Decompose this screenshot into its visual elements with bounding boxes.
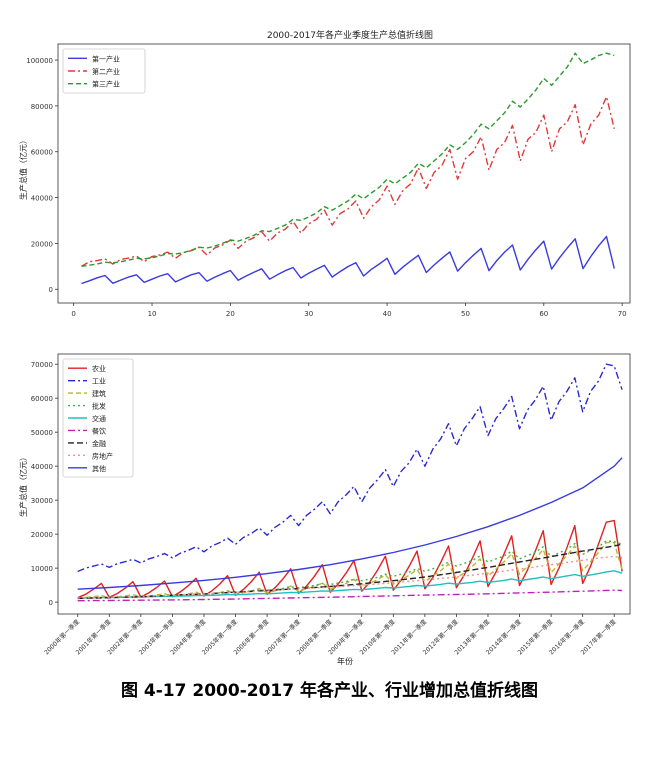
legend-label: 第三产业 [92,80,120,89]
x-tick-label: 60 [539,310,548,318]
x-tick-label: 50 [461,310,470,318]
y-tick-label: 70000 [31,361,53,369]
legend-label: 餐饮 [92,426,106,435]
legend-label: 建筑 [92,389,106,398]
x-axis-label: 年份 [337,656,353,666]
x-tick-label: 20 [226,310,235,318]
y-axis-label: 生产总值（亿元） [18,136,28,200]
legend-label: 第二产业 [92,67,120,76]
plot-frame [57,43,631,304]
series-line [77,457,623,590]
figure-caption: 图 4-17 2000-2017 年各产业、行业增加总值折线图 [121,681,538,701]
y-tick-label: 0 [49,286,53,294]
series-line [77,570,623,599]
chart-title: 2000-2017年各产业季度生产总值折线图 [267,29,433,41]
x-tick-label: 0 [71,310,75,318]
legend-label: 房地产 [92,451,113,460]
y-tick-label: 50000 [31,429,53,437]
plot-area: 0 20000 40000 60000 80000 100000 0 10 20 30 40 50 60… [26,43,631,318]
y-tick-label: 40000 [31,195,53,203]
y-tick-label: 20000 [31,531,53,539]
legend-label: 金融 [92,439,106,448]
y-tick-label: 60000 [31,395,53,403]
y-tick-label: 10000 [31,565,53,573]
legend-box [62,48,146,94]
series-line [77,589,623,602]
y-tick-label: 30000 [31,497,53,505]
y-tick-label: 20000 [31,240,53,248]
x-tick-label: 70 [618,310,627,318]
chart-figure: 2000-2017年各产业季度生产总值折线图 生产总值（亿元） 生产总值（亿元）… [18,29,631,666]
series-line [81,52,615,267]
series-line [81,235,615,285]
plot-area: 0100002000030000400005000060000700002000… [31,353,631,656]
legend-label: 农业 [92,364,106,373]
legend-label: 第一产业 [92,54,120,63]
plot-frame [57,353,631,615]
series-line [81,96,615,267]
x-tick-label: 40 [383,310,392,318]
legend-label: 工业 [92,377,106,386]
y-tick-label: 100000 [26,57,53,65]
y-axis-label: 生产总值（亿元） [18,453,28,517]
legend-label: 其他 [92,464,106,473]
legend-label: 交通 [92,414,106,423]
legend-box [62,358,134,478]
y-tick-label: 0 [49,599,53,607]
y-tick-label: 80000 [31,103,53,111]
series-line [77,543,623,600]
y-tick-label: 40000 [31,463,53,471]
x-tick-label: 30 [304,310,313,318]
legend-label: 批发 [92,402,106,411]
y-tick-label: 60000 [31,149,53,157]
x-tick-label: 10 [148,310,157,318]
series-line [77,363,623,573]
